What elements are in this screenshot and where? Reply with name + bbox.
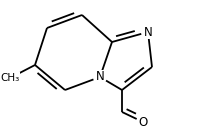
Text: O: O (138, 115, 148, 128)
Text: N: N (144, 25, 152, 38)
Text: CH₃: CH₃ (0, 73, 20, 83)
Text: N: N (96, 70, 104, 83)
